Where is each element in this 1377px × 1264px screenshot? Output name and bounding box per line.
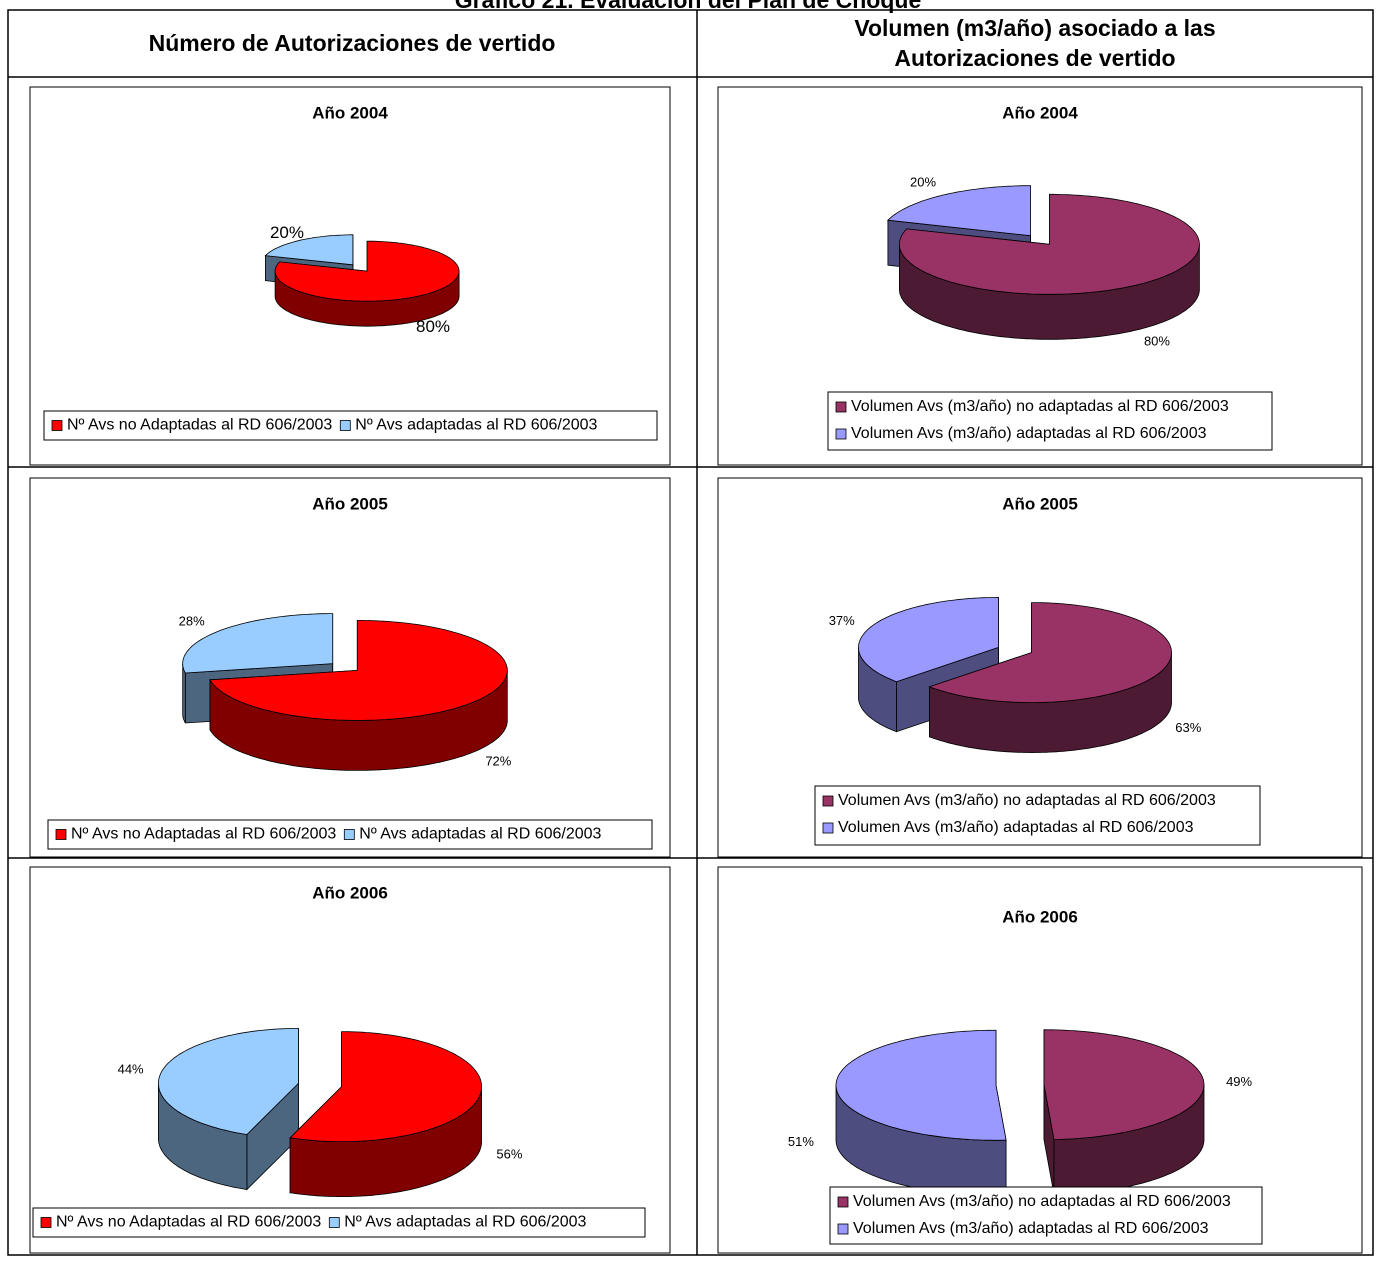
legend-box	[814, 785, 1261, 846]
chart-title: Año 2006	[312, 883, 388, 902]
legend-label: Nº Avs no Adaptadas al RD 606/2003	[56, 1214, 321, 1231]
data-label: 44%	[118, 1061, 144, 1076]
slice	[1043, 1029, 1205, 1141]
chart-title: Año 2004	[1002, 103, 1078, 122]
pie-chart: Año 2006 49% 51% Volumen Avs (m3/año) no ad…	[717, 866, 1363, 1254]
pie-chart: Año 2004 20% 80% Volumen Avs (m3/año) no ad…	[717, 86, 1363, 466]
chart-title: Año 2005	[1002, 494, 1078, 513]
data-label: 63%	[1175, 720, 1201, 735]
slice	[928, 602, 1172, 704]
legend-swatch	[40, 1217, 52, 1228]
legend-label: Nº Avs no Adaptadas al RD 606/2003	[67, 417, 332, 434]
data-label: 56%	[496, 1146, 522, 1161]
pie-chart: Año 2005 28% 72% Nº Avs no Adaptadas al RD …	[29, 477, 671, 858]
slice	[182, 613, 334, 674]
slice	[886, 185, 1031, 237]
table-grid	[7, 9, 1374, 1256]
slice	[899, 193, 1200, 295]
column-header: Volumen (m3/año) asociado a las	[854, 15, 1215, 41]
legend-label: Nº Avs adaptadas al RD 606/2003	[359, 826, 601, 843]
legend-label: Volumen Avs (m3/año) adaptadas al RD 606…	[838, 819, 1194, 836]
legend-swatch	[837, 1196, 849, 1208]
data-label: 51%	[788, 1134, 814, 1149]
chart-frame	[29, 477, 671, 858]
chart-title: Año 2006	[1002, 907, 1078, 926]
pie-slice	[289, 1031, 482, 1197]
page-title: Gráfico 21. Evaluación del Plan de Choqu…	[455, 0, 922, 13]
legend-swatch	[837, 1223, 849, 1235]
data-label: 20%	[270, 223, 304, 242]
legend-swatch	[55, 829, 67, 840]
pie-slice	[1043, 1029, 1205, 1196]
data-label: 80%	[1144, 333, 1170, 348]
column-header: Autorizaciones de vertido	[894, 45, 1175, 71]
legend-label: Nº Avs adaptadas al RD 606/2003	[344, 1214, 586, 1231]
legend-swatch	[835, 401, 847, 413]
slice	[289, 1031, 482, 1142]
data-label: 20%	[910, 175, 936, 190]
legend-swatch	[343, 829, 355, 840]
data-label: 49%	[1226, 1074, 1252, 1089]
table-border	[7, 9, 1374, 1256]
legend-box	[827, 391, 1273, 451]
legend-swatch	[339, 420, 351, 431]
slice	[209, 620, 508, 721]
data-label: 28%	[179, 614, 205, 629]
pie-slice	[899, 193, 1200, 340]
pie-chart: Año 2006 44% 56% Nº Avs no Adaptadas al RD …	[29, 866, 671, 1254]
data-label: 72%	[485, 753, 511, 768]
slice	[835, 1029, 1007, 1141]
slice	[858, 596, 999, 683]
legend-label: Volumen Avs (m3/año) no adaptadas al RD …	[853, 1193, 1231, 1210]
pie-chart: Año 2004 20% 80% Nº Avs no Adaptadas al RD …	[29, 86, 671, 466]
chart-title: Año 2005	[312, 494, 388, 513]
legend-label: Nº Avs no Adaptadas al RD 606/2003	[71, 826, 336, 843]
legend-swatch	[822, 822, 834, 834]
column-header: Número de Autorizaciones de vertido	[149, 30, 556, 56]
pie-chart: Año 2005 37% 63% Volumen Avs (m3/año) no ad…	[717, 477, 1363, 858]
slice	[158, 1028, 299, 1135]
legend-swatch	[822, 795, 834, 807]
legend-label: Volumen Avs (m3/año) no adaptadas al RD …	[851, 398, 1229, 415]
legend-swatch	[328, 1217, 340, 1228]
pie-slice	[835, 1029, 1007, 1196]
data-label: 37%	[829, 613, 855, 628]
legend-label: Volumen Avs (m3/año) adaptadas al RD 606…	[853, 1220, 1209, 1237]
legend-label: Volumen Avs (m3/año) no adaptadas al RD …	[838, 792, 1216, 809]
slice	[274, 240, 460, 302]
pie-slice	[209, 620, 508, 771]
legend-box	[829, 1186, 1263, 1245]
legend-swatch	[835, 428, 847, 440]
data-label: 80%	[416, 317, 450, 336]
legend-label: Nº Avs adaptadas al RD 606/2003	[355, 417, 597, 434]
slice	[264, 234, 354, 266]
pie-slice	[158, 1028, 299, 1191]
legend-swatch	[51, 420, 63, 431]
pie-slice	[928, 602, 1172, 754]
pie-slice	[274, 240, 460, 327]
legend-label: Volumen Avs (m3/año) adaptadas al RD 606…	[851, 425, 1207, 442]
chart-title: Año 2004	[312, 103, 388, 122]
